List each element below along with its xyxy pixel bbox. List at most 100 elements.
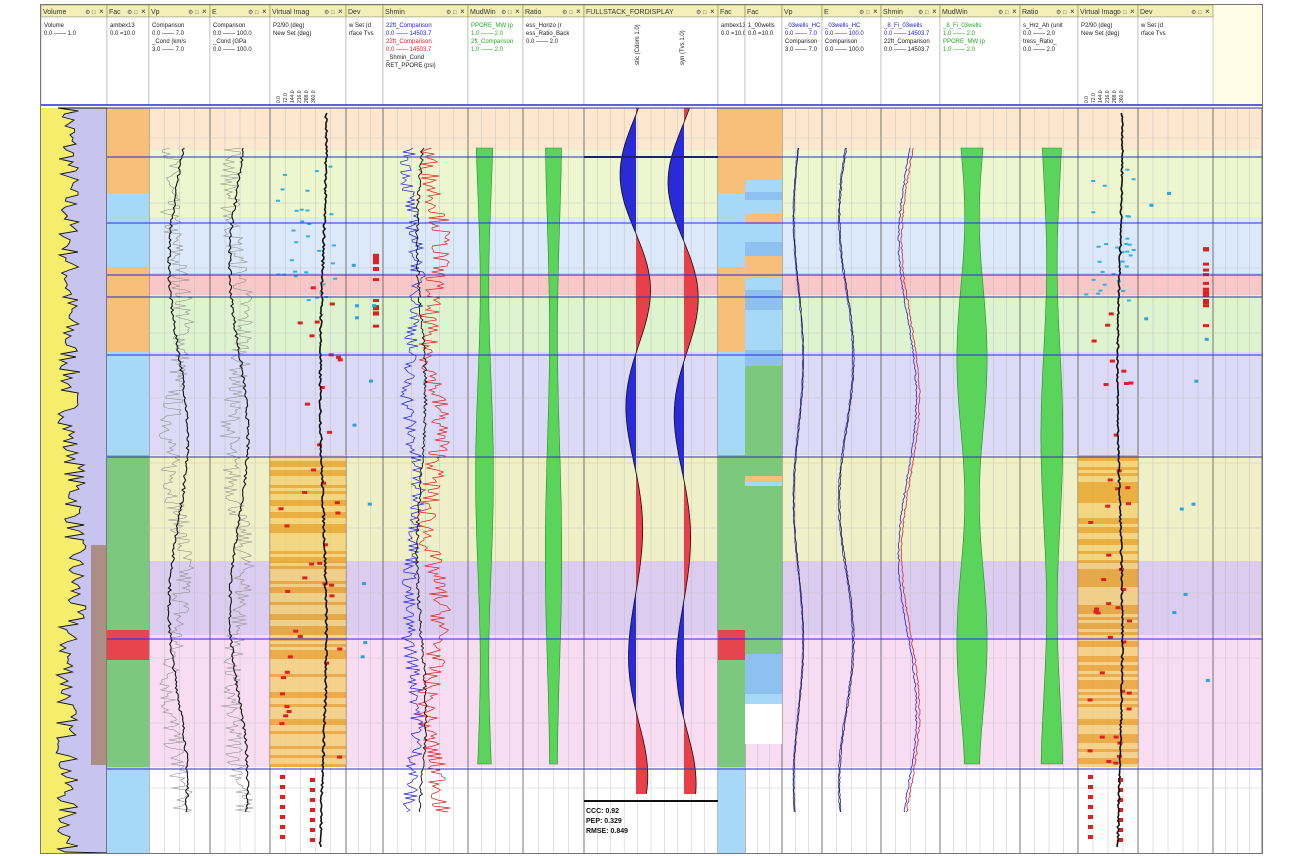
close-icon[interactable]: × bbox=[202, 7, 207, 16]
expand-icon[interactable]: □ bbox=[331, 10, 335, 16]
image-stripe bbox=[270, 605, 346, 608]
close-icon[interactable]: × bbox=[932, 7, 937, 16]
image-stripe bbox=[270, 458, 346, 461]
settings-icon[interactable]: ⚙ bbox=[188, 9, 193, 16]
track-header-15[interactable]: MudWin ⚙ □ × _8_Fi_03wells 1.0 —— 2.0 PPORE_MW… bbox=[939, 5, 1021, 106]
dev-red-mark bbox=[1203, 291, 1209, 295]
expand-icon[interactable]: □ bbox=[1005, 10, 1009, 16]
expand-icon[interactable]: □ bbox=[92, 10, 96, 16]
rotated-tick-label: 360.0 bbox=[1119, 90, 1125, 103]
close-icon[interactable]: × bbox=[338, 7, 343, 16]
facies-block bbox=[718, 630, 745, 660]
settings-icon[interactable]: ⚙ bbox=[501, 9, 506, 16]
track-curve-label: 3.0 —— 7.0 bbox=[152, 47, 185, 53]
track-curve-label: _Shmin_Cond bbox=[385, 55, 424, 61]
track-header-1[interactable]: Fac ⚙ □ × ambex13 0.0 =10.0 bbox=[106, 5, 150, 106]
facies-stripe bbox=[745, 544, 782, 654]
track-header-4[interactable]: Virtual Imag ⚙ □ ×P2/90 (deg)New Set (deg) … bbox=[269, 5, 347, 106]
track-header-12[interactable]: Vp _03wells_HC 0.0 —— 7.0 Comparison 3.0 —— … bbox=[781, 5, 823, 106]
track-header-14[interactable]: Shmin ⚙ □ × _8_Fi_03wells 0.0 —— 14503.7 22ft_… bbox=[880, 5, 941, 106]
close-icon[interactable]: × bbox=[460, 7, 465, 16]
image-stripe bbox=[270, 542, 346, 545]
expand-icon[interactable]: □ bbox=[134, 10, 138, 16]
close-icon[interactable]: × bbox=[141, 7, 146, 16]
image-red-mark bbox=[1118, 818, 1123, 822]
image-stripe bbox=[270, 740, 346, 743]
expand-icon[interactable]: □ bbox=[1063, 10, 1067, 16]
image-cyan-mark bbox=[1097, 260, 1102, 263]
track-title-bar[interactable] bbox=[209, 5, 271, 18]
dev-blue-mark bbox=[1149, 203, 1154, 207]
track-curve-label: 0.0 —— 14503.7 bbox=[884, 47, 930, 53]
image-red-mark bbox=[314, 320, 320, 324]
expand-icon[interactable]: □ bbox=[1198, 10, 1202, 16]
close-icon[interactable]: × bbox=[1012, 7, 1017, 16]
settings-icon[interactable]: ⚙ bbox=[1116, 9, 1121, 16]
track-curve-label: _Cond (km/s bbox=[151, 39, 186, 45]
track-header-body bbox=[583, 16, 719, 106]
expand-icon[interactable]: □ bbox=[453, 10, 457, 16]
track-title: Dev bbox=[1140, 9, 1153, 16]
image-stripe bbox=[1078, 716, 1138, 719]
track-header-16[interactable]: Ratio ⚙ □ × s_Hrz_Ah (unit 0.0 —— 2.0 tress_Ra… bbox=[1019, 5, 1079, 106]
track-header-3[interactable]: E ⚙ □ × Comparison 0.0 —— 100.0 _Cond (GPa 0.0 … bbox=[209, 5, 271, 106]
close-icon[interactable]: × bbox=[99, 7, 104, 16]
track-header-6[interactable]: Shmin ⚙ □ × 22ft_Comparison 0.0 —— 14503.7 22f… bbox=[382, 5, 469, 106]
image-stripe bbox=[270, 590, 346, 593]
expand-icon[interactable]: □ bbox=[569, 10, 573, 16]
image-cyan-mark bbox=[328, 165, 333, 168]
facies-stripe bbox=[745, 654, 782, 694]
close-icon[interactable]: × bbox=[1070, 7, 1075, 16]
image-stripe bbox=[1078, 719, 1138, 722]
close-icon[interactable]: × bbox=[576, 7, 581, 16]
zone-band bbox=[149, 273, 1262, 295]
expand-icon[interactable]: □ bbox=[508, 10, 512, 16]
settings-icon[interactable]: ⚙ bbox=[324, 9, 329, 16]
expand-icon[interactable]: □ bbox=[195, 10, 199, 16]
close-icon[interactable]: × bbox=[1205, 7, 1210, 16]
expand-icon[interactable]: □ bbox=[866, 10, 870, 16]
settings-icon[interactable]: ⚙ bbox=[248, 9, 253, 16]
image-stripe bbox=[270, 734, 346, 737]
track-header-17[interactable]: Virtual Imag⚙ □ ×P2/90 (deg)New Set (deg) … bbox=[1077, 5, 1139, 106]
track-curve-label: 0.0 —— 14503.7 bbox=[884, 31, 930, 37]
track-header-13[interactable]: E ⚙ □ × _03wells_HC 0.0 —— 100.0 Comparison 0.0… bbox=[821, 5, 882, 106]
image-red-mark bbox=[337, 755, 343, 759]
settings-icon[interactable]: ⚙ bbox=[859, 9, 864, 16]
image-stripe bbox=[270, 539, 346, 542]
image-stripe bbox=[1078, 614, 1138, 617]
track-header-0[interactable]: Volume ⚙ □ × Volume 0.0 —— 1.0 bbox=[41, 5, 108, 106]
close-icon[interactable]: × bbox=[515, 7, 520, 16]
expand-icon[interactable]: □ bbox=[703, 10, 707, 16]
close-icon[interactable]: × bbox=[873, 7, 878, 16]
track-header-7[interactable]: MudWin ⚙ □ × PPORE_MW (p 1.0 —— 2.0 2ft_Compar… bbox=[467, 5, 524, 106]
track-header-5[interactable]: Dev w Set (d rface Tvs bbox=[345, 5, 384, 106]
settings-icon[interactable]: ⚙ bbox=[696, 9, 701, 16]
image-stripe bbox=[270, 557, 346, 560]
track-header-10[interactable]: Fac ambex13 0.0 =10.0 bbox=[717, 5, 747, 106]
image-cyan-mark bbox=[293, 275, 298, 278]
track-header-18[interactable]: Dev ⚙ □ × w Set (d rface Tvs bbox=[1137, 5, 1214, 106]
expand-icon[interactable]: □ bbox=[1123, 10, 1127, 16]
track-header-8[interactable]: Ratio ⚙ □ × ess_Horizo (r ess_Ratio_Back 0.0 —… bbox=[522, 5, 585, 106]
track-header-2[interactable]: Vp ⚙ □ × Comparison 0.0 —— 7.0 _Cond (km/s 3.0 … bbox=[148, 5, 211, 106]
settings-icon[interactable]: ⚙ bbox=[127, 9, 132, 16]
settings-icon[interactable]: ⚙ bbox=[998, 9, 1003, 16]
settings-icon[interactable]: ⚙ bbox=[562, 9, 567, 16]
track-curve-label: 1.0 —— 2.0 bbox=[471, 47, 504, 53]
settings-icon[interactable]: ⚙ bbox=[1056, 9, 1061, 16]
settings-icon[interactable]: ⚙ bbox=[85, 9, 90, 16]
settings-icon[interactable]: ⚙ bbox=[446, 9, 451, 16]
expand-icon[interactable]: □ bbox=[925, 10, 929, 16]
track-header-11[interactable]: Fac 1_00wells 0.0 =10.0 bbox=[744, 5, 783, 106]
track-header-body bbox=[269, 16, 347, 106]
close-icon[interactable]: × bbox=[710, 7, 715, 16]
settings-icon[interactable]: ⚙ bbox=[1191, 9, 1196, 16]
close-icon[interactable]: × bbox=[262, 7, 267, 16]
wiggle-peak-fill bbox=[684, 720, 697, 794]
track-header-9[interactable]: FULLSTACK_FORDISPLAY ⚙ □ × bbox=[583, 5, 719, 106]
expand-icon[interactable]: □ bbox=[255, 10, 259, 16]
image-red-mark bbox=[1120, 689, 1126, 693]
settings-icon[interactable]: ⚙ bbox=[918, 9, 923, 16]
close-icon[interactable]: × bbox=[1130, 7, 1135, 16]
